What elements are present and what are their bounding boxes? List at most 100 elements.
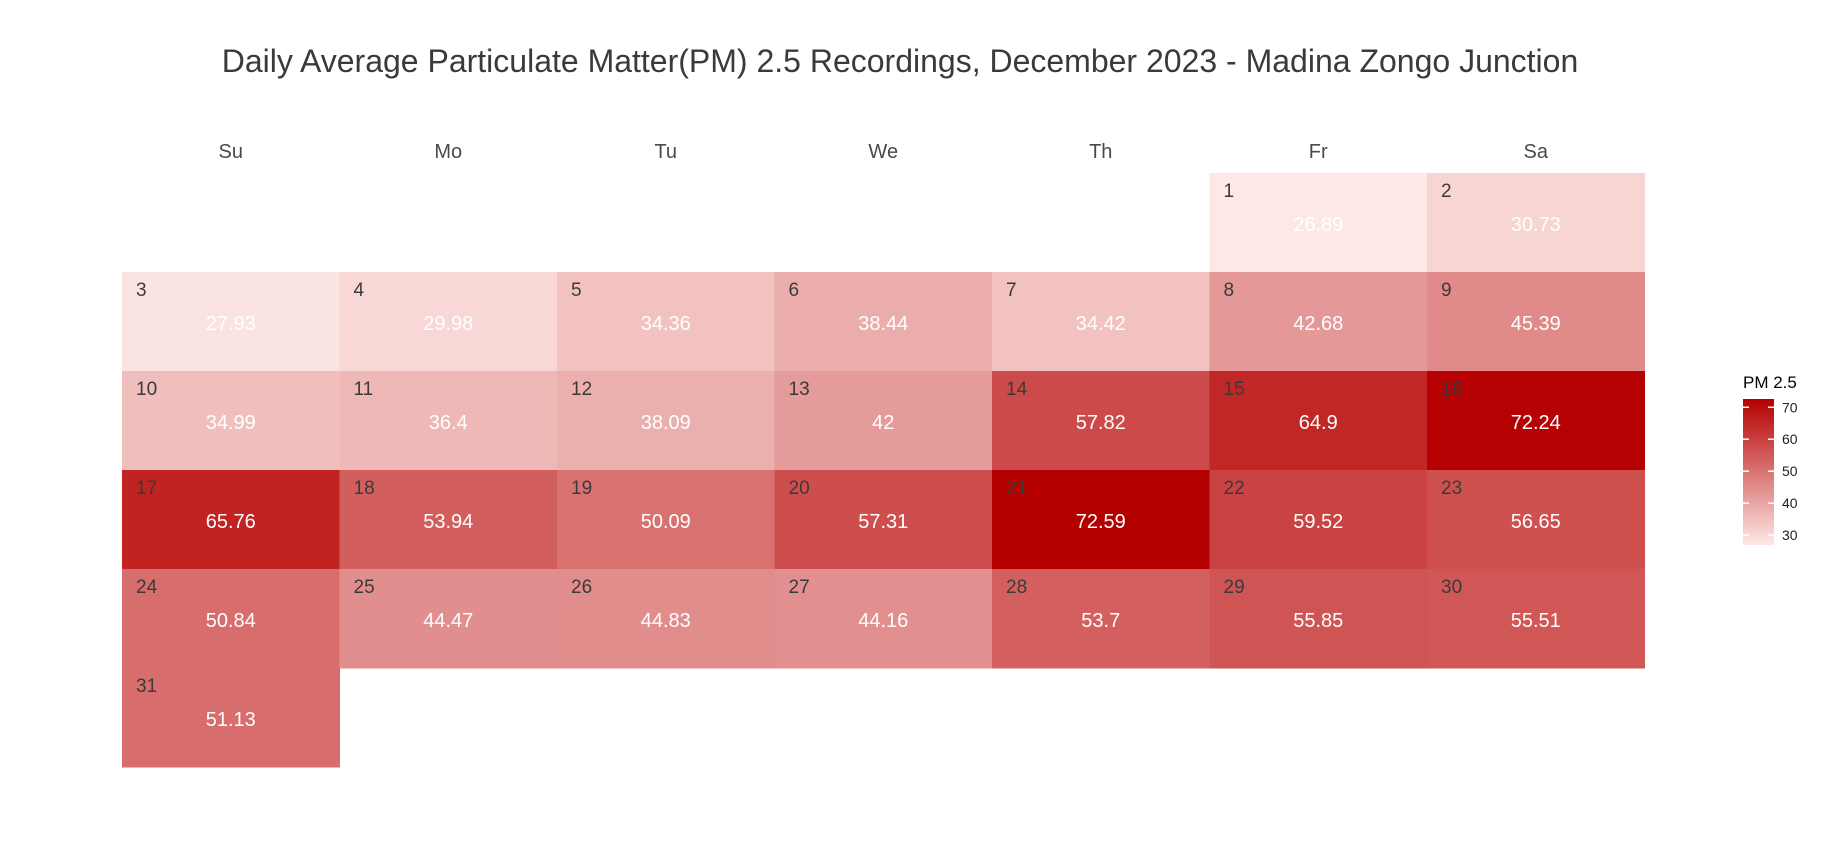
- day-cell-28: 28 53.7: [992, 569, 1210, 669]
- day-cell-23: 23 56.65: [1427, 470, 1645, 570]
- day-cell-5: 534.36: [557, 272, 775, 372]
- day-number: 24: [136, 577, 158, 598]
- day-cell-1: 126.89: [1209, 173, 1428, 273]
- day-value-label: 59.52: [1293, 511, 1343, 533]
- day-value-label: 44.83: [641, 610, 691, 632]
- day-value-label: 72.24: [1511, 412, 1561, 434]
- day-tile: [339, 569, 558, 669]
- day-value-label: 44.47: [423, 610, 473, 632]
- legend-tick-label: 30: [1782, 527, 1798, 543]
- day-number: 29: [1224, 577, 1245, 598]
- day-number: 15: [1224, 379, 1245, 400]
- day-cell-8: 842.68: [1209, 272, 1428, 372]
- day-tile: [1209, 173, 1428, 273]
- day-value-label: 50.84: [206, 610, 256, 632]
- chart-title: Daily Average Particulate Matter(PM) 2.5…: [222, 43, 1579, 79]
- day-tile: [339, 272, 558, 372]
- weekday-label-we: We: [868, 141, 898, 163]
- legend-tick-label: 70: [1782, 399, 1798, 415]
- day-cells: 126.89230.73327.93429.98534.36638.44734.…: [122, 173, 1645, 768]
- day-number: 30: [1441, 577, 1462, 598]
- day-tile: [1427, 470, 1645, 570]
- day-number: 6: [789, 280, 800, 301]
- day-tile: [1427, 173, 1645, 273]
- day-number: 7: [1006, 280, 1017, 301]
- day-cell-9: 945.39: [1427, 272, 1645, 372]
- legend: PM 2.5 30 40 50 60 70: [1743, 373, 1798, 545]
- day-tile: [1427, 569, 1645, 669]
- day-value-label: 38.09: [641, 412, 691, 434]
- day-number: 9: [1441, 280, 1452, 301]
- day-cell-16: 16 72.24: [1427, 371, 1645, 471]
- day-number: 25: [354, 577, 375, 598]
- legend-colorbar: [1743, 399, 1774, 545]
- day-value-label: 30.73: [1511, 214, 1561, 236]
- weekday-header-row: Su Mo Tu We Th Fr Sa: [219, 141, 1549, 163]
- day-tile: [557, 371, 775, 471]
- day-number: 22: [1224, 478, 1245, 499]
- day-value-label: 50.09: [641, 511, 691, 533]
- day-cell-15: 15 64.9: [1209, 371, 1428, 471]
- day-number: 31: [136, 676, 157, 697]
- day-number: 23: [1441, 478, 1462, 499]
- day-cell-30: 30 55.51: [1427, 569, 1645, 669]
- day-cell-14: 14 57.82: [992, 371, 1210, 471]
- day-value-label: 51.13: [206, 709, 256, 731]
- day-cell-20: 20 57.31: [774, 470, 993, 570]
- day-value-label: 26.89: [1293, 214, 1343, 236]
- day-value-label: 56.65: [1511, 511, 1561, 533]
- day-tile: [1209, 272, 1428, 372]
- day-value-label: 45.39: [1511, 313, 1561, 335]
- day-cell-19: 19 50.09: [557, 470, 775, 570]
- day-tile: [122, 569, 340, 669]
- day-cell-7: 734.42: [992, 272, 1210, 372]
- day-number: 1: [1224, 181, 1235, 202]
- legend-tick-label: 50: [1782, 463, 1798, 479]
- day-cell-4: 429.98: [339, 272, 558, 372]
- day-cell-3: 327.93: [122, 272, 340, 372]
- day-value-label: 55.85: [1293, 610, 1343, 632]
- day-cell-6: 638.44: [774, 272, 993, 372]
- day-tile: [557, 470, 775, 570]
- day-value-label: 72.59: [1076, 511, 1126, 533]
- weekday-label-tu: Tu: [654, 141, 677, 163]
- day-cell-10: 10 34.99: [122, 371, 340, 471]
- day-cell-22: 22 59.52: [1209, 470, 1428, 570]
- day-cell-12: 12 38.09: [557, 371, 775, 471]
- day-tile: [992, 371, 1210, 471]
- day-value-label: 42.68: [1293, 313, 1343, 335]
- day-tile: [122, 668, 340, 768]
- day-number: 4: [354, 280, 365, 301]
- day-number: 27: [789, 577, 810, 598]
- day-cell-29: 29 55.85: [1209, 569, 1428, 669]
- day-tile: [557, 569, 775, 669]
- day-number: 16: [1441, 379, 1462, 400]
- legend-tick-label: 40: [1782, 495, 1798, 511]
- day-number: 3: [136, 280, 147, 301]
- day-cell-26: 26 44.83: [557, 569, 775, 669]
- day-cell-24: 24 50.84: [122, 569, 340, 669]
- day-value-label: 36.4: [429, 412, 468, 434]
- day-number: 8: [1224, 280, 1235, 301]
- day-value-label: 53.7: [1081, 610, 1120, 632]
- day-tile: [122, 470, 340, 570]
- day-tile: [774, 371, 993, 471]
- legend-ticks: 30 40 50 60 70: [1743, 399, 1798, 543]
- day-tile: [774, 569, 993, 669]
- day-number: 11: [354, 379, 374, 400]
- day-value-label: 38.44: [858, 313, 908, 335]
- day-tile: [122, 272, 340, 372]
- day-value-label: 57.31: [858, 511, 908, 533]
- day-cell-2: 230.73: [1427, 173, 1645, 273]
- day-cell-31: 31 51.13: [122, 668, 340, 768]
- day-tile: [774, 470, 993, 570]
- day-tile: [339, 371, 558, 471]
- day-number: 18: [354, 478, 375, 499]
- day-number: 10: [136, 379, 157, 400]
- day-cell-21: 21 72.59: [992, 470, 1210, 570]
- day-value-label: 34.99: [206, 412, 256, 434]
- day-number: 19: [571, 478, 592, 499]
- day-cell-18: 18 53.94: [339, 470, 558, 570]
- day-value-label: 42: [872, 412, 894, 434]
